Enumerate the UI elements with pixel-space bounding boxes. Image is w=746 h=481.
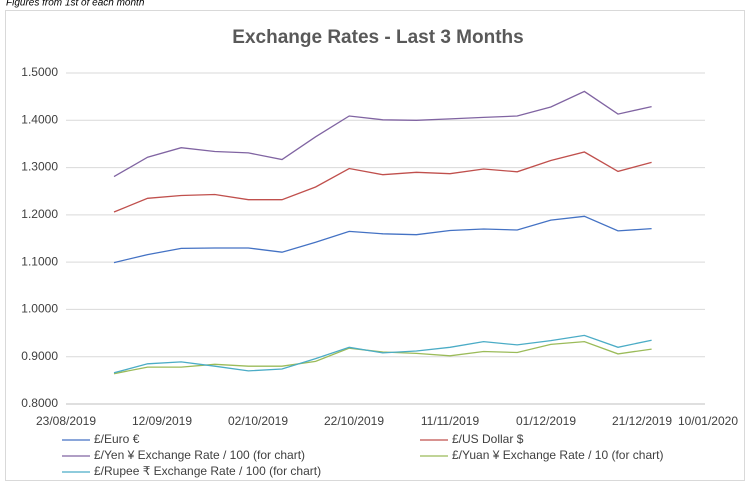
y-tick-label: 1.3000 xyxy=(21,160,58,174)
y-tick-label: 1.2000 xyxy=(21,207,58,221)
note: Figures from 1st of each month xyxy=(6,0,145,9)
legend-label: £/Yuan ¥ Exchange Rate / 10 (for chart) xyxy=(452,448,663,462)
y-tick-label: 0.8000 xyxy=(21,396,58,410)
x-tick-label: 22/10/2019 xyxy=(324,414,384,428)
legend-label: £/US Dollar $ xyxy=(452,432,524,446)
series-line xyxy=(113,90,652,178)
y-tick-label: 0.9000 xyxy=(21,349,58,363)
series-line xyxy=(113,334,652,374)
x-tick-label: 21/12/2019 xyxy=(612,414,672,428)
legend-label: £/Rupee ₹ Exchange Rate / 100 (for chart… xyxy=(94,464,321,478)
legend-label: £/Euro € xyxy=(94,432,140,446)
y-tick-label: 1.0000 xyxy=(21,302,58,316)
x-tick-label: 01/12/2019 xyxy=(516,414,576,428)
y-tick-label: 1.5000 xyxy=(21,65,58,79)
chart-border xyxy=(5,10,745,481)
series-line xyxy=(113,215,652,264)
y-tick-label: 1.1000 xyxy=(21,254,58,268)
chart-title: Exchange Rates - Last 3 Months xyxy=(232,27,523,48)
legend-label: £/Yen ¥ Exchange Rate / 100 (for chart) xyxy=(94,448,305,462)
y-tick-label: 1.4000 xyxy=(21,112,58,126)
x-tick-label: 12/09/2019 xyxy=(132,414,192,428)
x-tick-label: 23/08/2019 xyxy=(36,414,96,428)
x-tick-label: 02/10/2019 xyxy=(228,414,288,428)
x-tick-label: 11/11/2019 xyxy=(421,414,480,428)
x-tick-label: 10/01/2020 xyxy=(678,414,738,428)
series-line xyxy=(113,151,652,213)
